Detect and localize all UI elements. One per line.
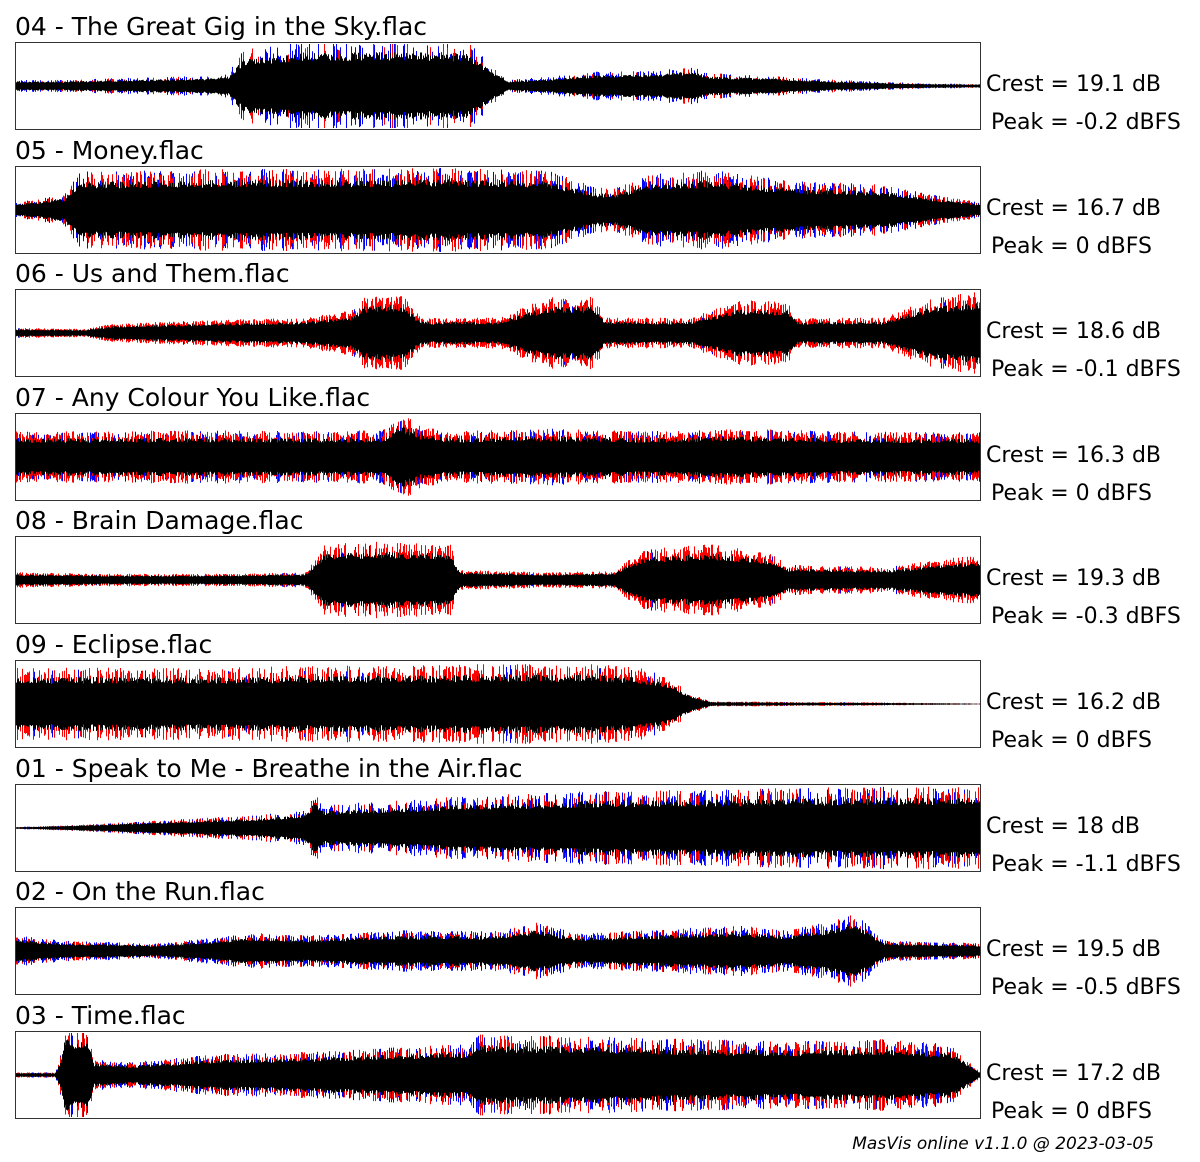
waveform-mid [16,178,980,241]
crest-value: Crest = 17.2 dB [986,1060,1162,1086]
track-panel: 09 - Eclipse.flac Crest = 16.2 dB Peak = 0… [0,630,1200,770]
track-panel: 06 - Us and Them.flac Crest = 18.6 dB Peak… [0,259,1200,399]
waveform-svg [16,786,980,869]
waveform-mid [16,52,980,120]
track-panel: 05 - Money.flac Crest = 16.7 dB Peak = 0 d… [0,136,1200,276]
waveform-svg [16,167,980,252]
waveform-plot [15,289,981,378]
crest-value: Crest = 19.1 dB [986,72,1162,97]
peak-value: Peak = 0 dBFS [991,1098,1152,1124]
track-title: 04 - The Great Gig in the Sky.flac [15,12,428,41]
peak-value: Peak = -0.3 dBFS [991,604,1181,630]
peak-value: Peak = -0.1 dBFS [991,357,1181,383]
track-panel: 04 - The Great Gig in the Sky.flac Crest … [0,12,1200,152]
track-title: 02 - On the Run.flac [15,877,265,907]
waveform-plot [15,1030,981,1119]
track-title: 08 - Brain Damage.flac [15,506,304,536]
peak-value: Peak = 0 dBFS [991,480,1152,506]
track-title: 07 - Any Colour You Like.flac [15,382,371,412]
track-title: 05 - Money.flac [15,135,204,165]
track-panel: 03 - Time.flac Crest = 17.2 dB Peak = 0 dB… [0,1001,1200,1141]
peak-value: Peak = -1.1 dBFS [991,851,1181,877]
waveform-plot [15,783,981,872]
track-panel: 02 - On the Run.flac Crest = 19.5 dB Peak … [0,877,1200,1017]
crest-value: Crest = 16.3 dB [986,442,1162,468]
peak-value: Peak = 0 dBFS [991,728,1152,753]
track-title: 03 - Time.flac [15,1000,186,1030]
track-panel: 07 - Any Colour You Like.flac Crest = 16.… [0,383,1200,523]
waveform-mid [16,926,980,977]
waveform-svg [16,542,980,619]
waveform-svg [16,664,980,744]
waveform-svg [16,915,980,987]
crest-value: Crest = 18 dB [986,813,1141,839]
waveform-svg [16,44,980,128]
waveform-plot [15,536,981,625]
waveform-mid [16,552,980,609]
waveform-svg [16,1032,980,1117]
crest-value: Crest = 16.7 dB [986,195,1162,221]
waveform-svg [16,418,980,496]
waveform-plot [15,412,981,501]
track-title: 06 - Us and Them.flac [15,259,290,289]
track-title: 09 - Eclipse.flac [15,630,213,659]
crest-value: Crest = 19.3 dB [986,566,1162,592]
waveform-mid [16,674,980,734]
peak-value: Peak = -0.5 dBFS [991,975,1181,1001]
track-title: 01 - Speak to Me - Breathe in the Air.fl… [15,753,523,783]
crest-value: Crest = 18.6 dB [986,319,1162,345]
footer-version: MasVis online v1.1.0 @ 2023-03-05 [852,1134,1154,1154]
peak-value: Peak = 0 dBFS [991,233,1152,259]
waveform-plot [15,42,981,130]
waveform-plot [15,660,981,748]
crest-value: Crest = 16.2 dB [986,690,1162,715]
track-panel: 01 - Speak to Me - Breathe in the Air.fl… [0,754,1200,894]
waveform-mid [16,797,980,858]
waveform-svg [16,292,980,374]
waveform-plot [15,165,981,254]
track-panel: 08 - Brain Damage.flac Crest = 19.3 dB Pea… [0,506,1200,646]
waveform-mid [16,426,980,488]
peak-value: Peak = -0.2 dBFS [991,110,1181,135]
crest-value: Crest = 19.5 dB [986,937,1162,963]
waveform-plot [15,907,981,996]
waveform-mid [16,303,980,363]
waveform-mid [16,1039,980,1111]
